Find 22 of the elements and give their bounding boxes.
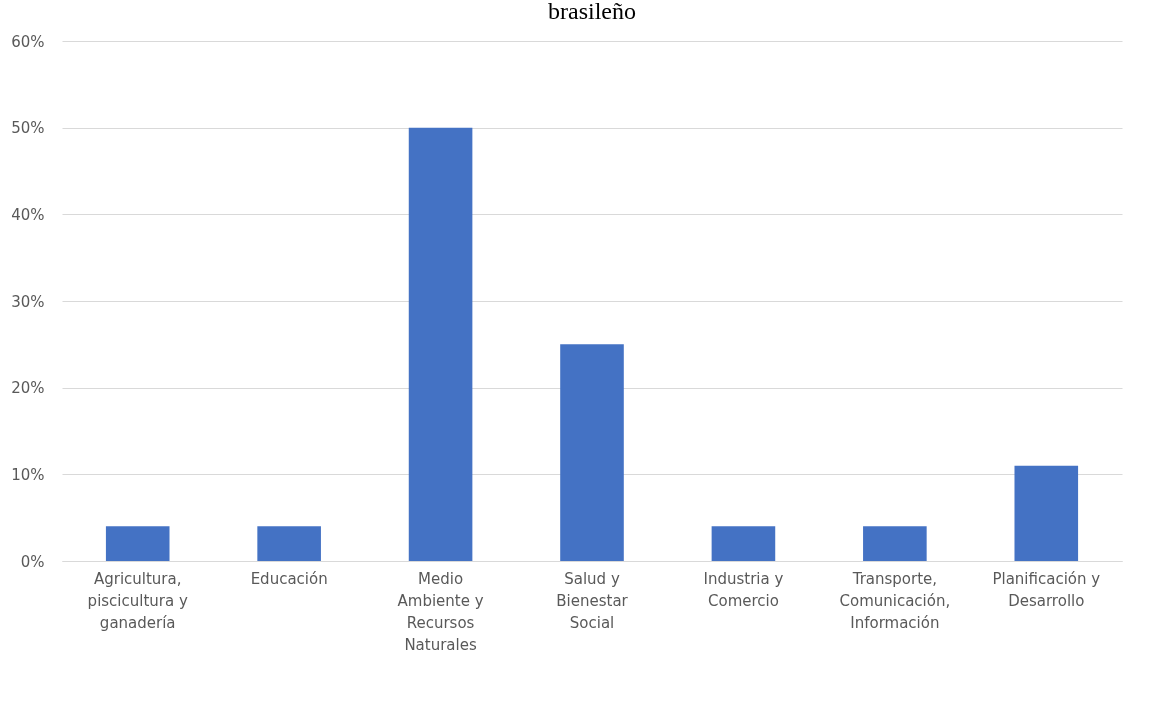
y-tick-label: 0%: [20, 552, 45, 571]
bar: [408, 127, 473, 561]
bar: [711, 526, 776, 561]
bar: [560, 344, 624, 561]
bar: [1014, 465, 1079, 561]
y-tick-label: 60%: [11, 32, 45, 51]
y-tick-label: 40%: [11, 205, 45, 224]
x-tick-label: Medio Ambiente y Recursos Naturales: [397, 569, 484, 654]
x-tick-label: Agricultura, piscicultura y ganadería: [87, 569, 188, 632]
bar: [105, 526, 170, 561]
x-tick-label: Salud y Bienestar Social: [556, 569, 629, 632]
y-tick-label: 20%: [11, 379, 45, 398]
bar: [257, 526, 321, 561]
bar: [863, 526, 927, 561]
x-tick-label: Planificación y Desarrollo: [992, 569, 1101, 610]
chart-title: brasileño: [548, 0, 636, 24]
x-tick-label: Educación: [250, 569, 328, 588]
y-tick-label: 10%: [11, 465, 45, 484]
y-tick-label: 30%: [11, 292, 45, 311]
y-tick-label: 50%: [11, 119, 45, 138]
x-tick-label: Transporte, Comunicación, Información: [839, 569, 951, 632]
x-tick-label: Industria y Comercio: [703, 569, 784, 610]
